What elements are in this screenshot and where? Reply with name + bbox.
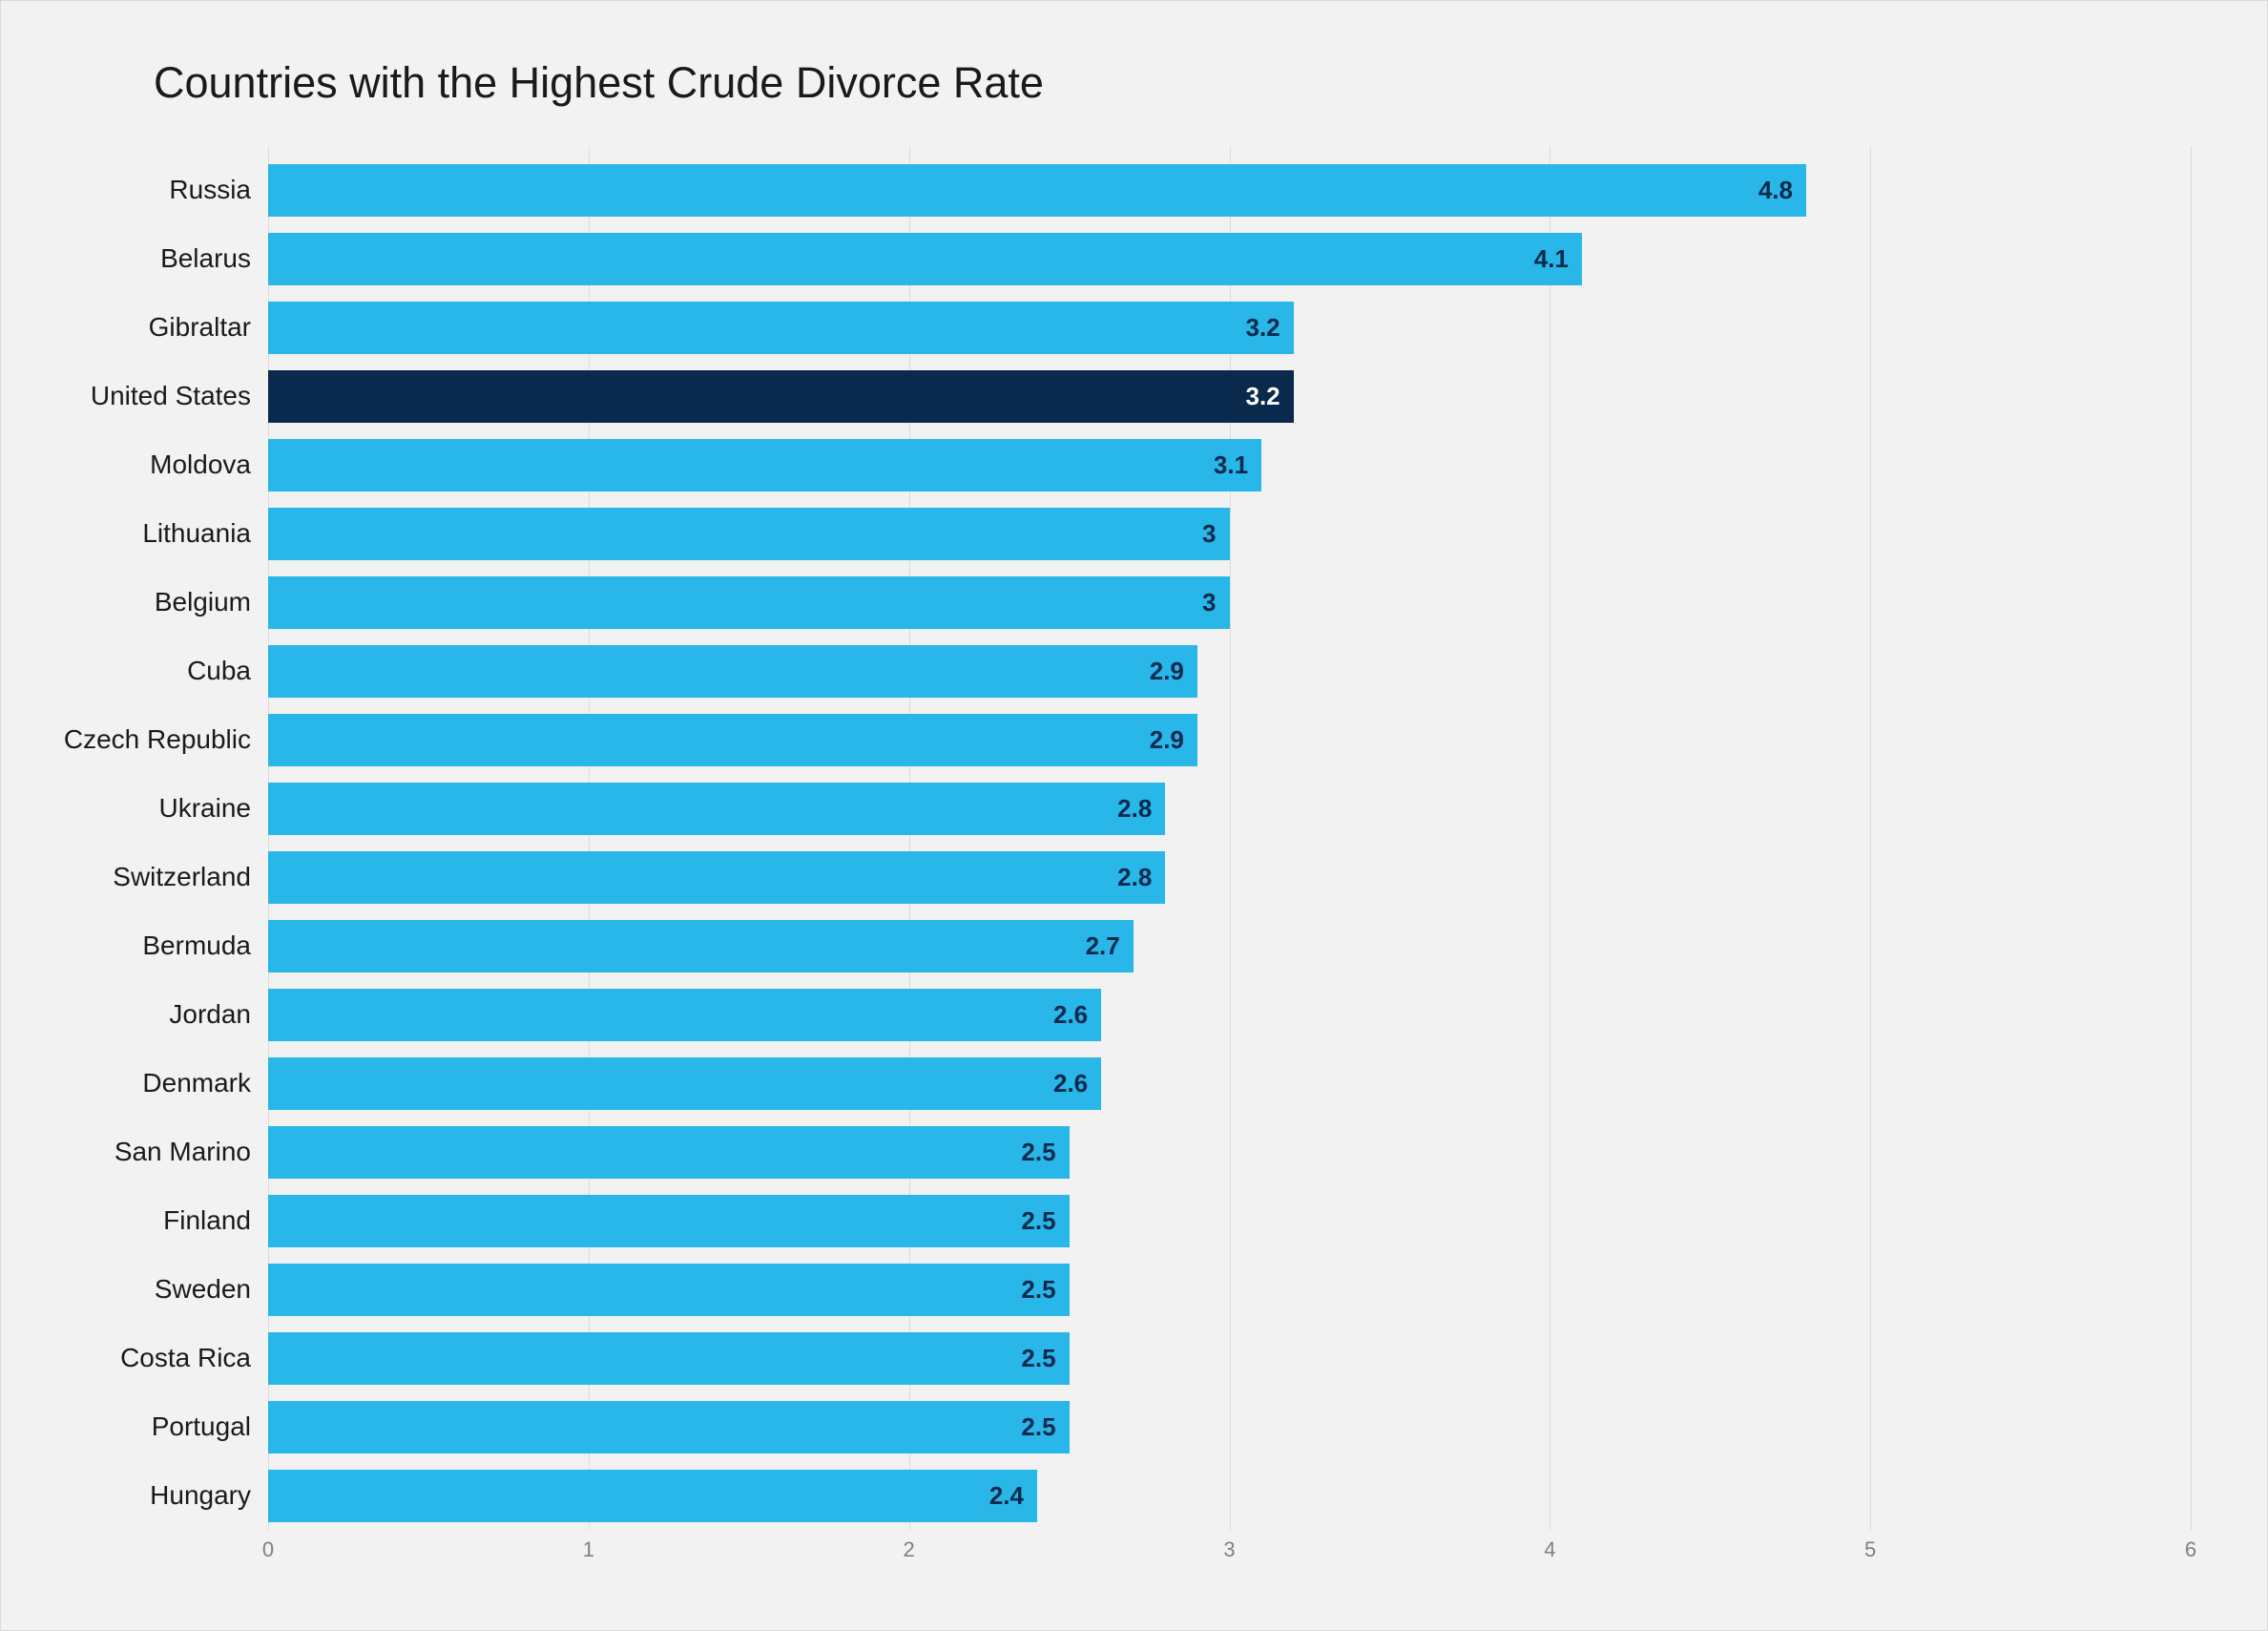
plot-area: Russia4.8 Belarus4.1 Gibraltar3.2 United St… [268,146,2191,1568]
bar-value: 4.1 [1534,244,1569,274]
bar-label: Lithuania [142,518,251,549]
bar-value: 3 [1202,519,1216,549]
bar: 2.4 [268,1470,1037,1522]
bar: 2.7 [268,920,1134,972]
bar-label: Cuba [187,656,251,686]
bar-value: 2.5 [1021,1344,1055,1373]
bar-row: Russia4.8 [268,164,2191,217]
bar-row: Czech Republic2.9 [268,714,2191,766]
bar-value: 2.6 [1053,1000,1088,1030]
bar-row: Lithuania3 [268,508,2191,560]
bar-label: Costa Rica [120,1343,251,1373]
x-tick: 3 [1223,1537,1235,1562]
bar-row: Belgium3 [268,576,2191,629]
bar: 3 [268,508,1230,560]
bar-label: United States [91,381,251,411]
bar-value: 3 [1202,588,1216,617]
x-tick: 1 [583,1537,594,1562]
bar-row: Denmark2.6 [268,1057,2191,1110]
bar-row: San Marino2.5 [268,1126,2191,1179]
bar: 3 [268,576,1230,629]
bar-label: Denmark [142,1068,251,1098]
bar: 4.1 [268,233,1582,285]
bar-label: Finland [163,1205,251,1236]
bar: 4.8 [268,164,1806,217]
bar-label: Bermuda [142,931,251,961]
chart-container: Countries with the Highest Crude Divorce… [0,0,2268,1631]
bar: 2.5 [268,1332,1070,1385]
bar-label: Hungary [150,1480,251,1511]
bar-value: 2.5 [1021,1138,1055,1167]
bar: 2.5 [268,1401,1070,1453]
bar-value: 3.2 [1246,382,1280,411]
bar-value: 2.9 [1150,725,1184,755]
x-tick: 0 [262,1537,274,1562]
gridline [2191,146,2192,1530]
bar-value: 3.2 [1246,313,1280,343]
bar: 2.5 [268,1264,1070,1316]
bar-label: Belarus [160,243,251,274]
bar-row: Switzerland2.8 [268,851,2191,904]
bar: 2.8 [268,783,1165,835]
bar-label: Gibraltar [149,312,251,343]
bar-label: Belgium [155,587,251,617]
bar: 2.5 [268,1195,1070,1247]
bar: 3.1 [268,439,1261,491]
bar-label: Sweden [155,1274,251,1305]
bar-label: Moldova [150,450,251,480]
bar-label: Ukraine [159,793,251,824]
bar-label: Portugal [152,1411,251,1442]
bar-row: Ukraine2.8 [268,783,2191,835]
x-axis: 0123456 [268,1530,2191,1568]
x-tick: 5 [1864,1537,1876,1562]
bar-label: San Marino [114,1137,251,1167]
bar: 2.6 [268,1057,1101,1110]
chart-title: Countries with the Highest Crude Divorce… [154,58,2229,108]
x-tick: 2 [904,1537,915,1562]
bar-value: 4.8 [1758,176,1793,205]
x-tick: 4 [1544,1537,1555,1562]
bar-row: Cuba2.9 [268,645,2191,698]
bar: 2.6 [268,989,1101,1041]
bar-row: Portugal2.5 [268,1401,2191,1453]
bar-row: Jordan2.6 [268,989,2191,1041]
bars-group: Russia4.8 Belarus4.1 Gibraltar3.2 United St… [268,156,2191,1530]
bar-row: Moldova3.1 [268,439,2191,491]
bar-row: Hungary2.4 [268,1470,2191,1522]
bar-label: Jordan [169,999,251,1030]
bar-label: Czech Republic [64,724,251,755]
bar-value: 2.9 [1150,657,1184,686]
bar-row: Belarus4.1 [268,233,2191,285]
bar: 2.9 [268,645,1197,698]
bar-value: 2.8 [1117,794,1152,824]
bar-row: Finland2.5 [268,1195,2191,1247]
bar-value: 2.4 [989,1481,1024,1511]
bar-value: 2.7 [1086,931,1120,961]
bar: 2.5 [268,1126,1070,1179]
bar-value: 2.5 [1021,1412,1055,1442]
bar: 2.8 [268,851,1165,904]
bar: 2.9 [268,714,1197,766]
bar-row: United States3.2 [268,370,2191,423]
bar-row: Gibraltar3.2 [268,302,2191,354]
bar-value: 2.5 [1021,1206,1055,1236]
x-tick: 6 [2185,1537,2196,1562]
bar-value: 2.8 [1117,863,1152,892]
bar-value: 2.6 [1053,1069,1088,1098]
bar-row: Sweden2.5 [268,1264,2191,1316]
bar: 3.2 [268,370,1294,423]
bar-label: Switzerland [113,862,251,892]
bar-row: Costa Rica2.5 [268,1332,2191,1385]
bar-value: 3.1 [1214,450,1248,480]
bar-value: 2.5 [1021,1275,1055,1305]
bar-row: Bermuda2.7 [268,920,2191,972]
bar: 3.2 [268,302,1294,354]
bar-label: Russia [169,175,251,205]
